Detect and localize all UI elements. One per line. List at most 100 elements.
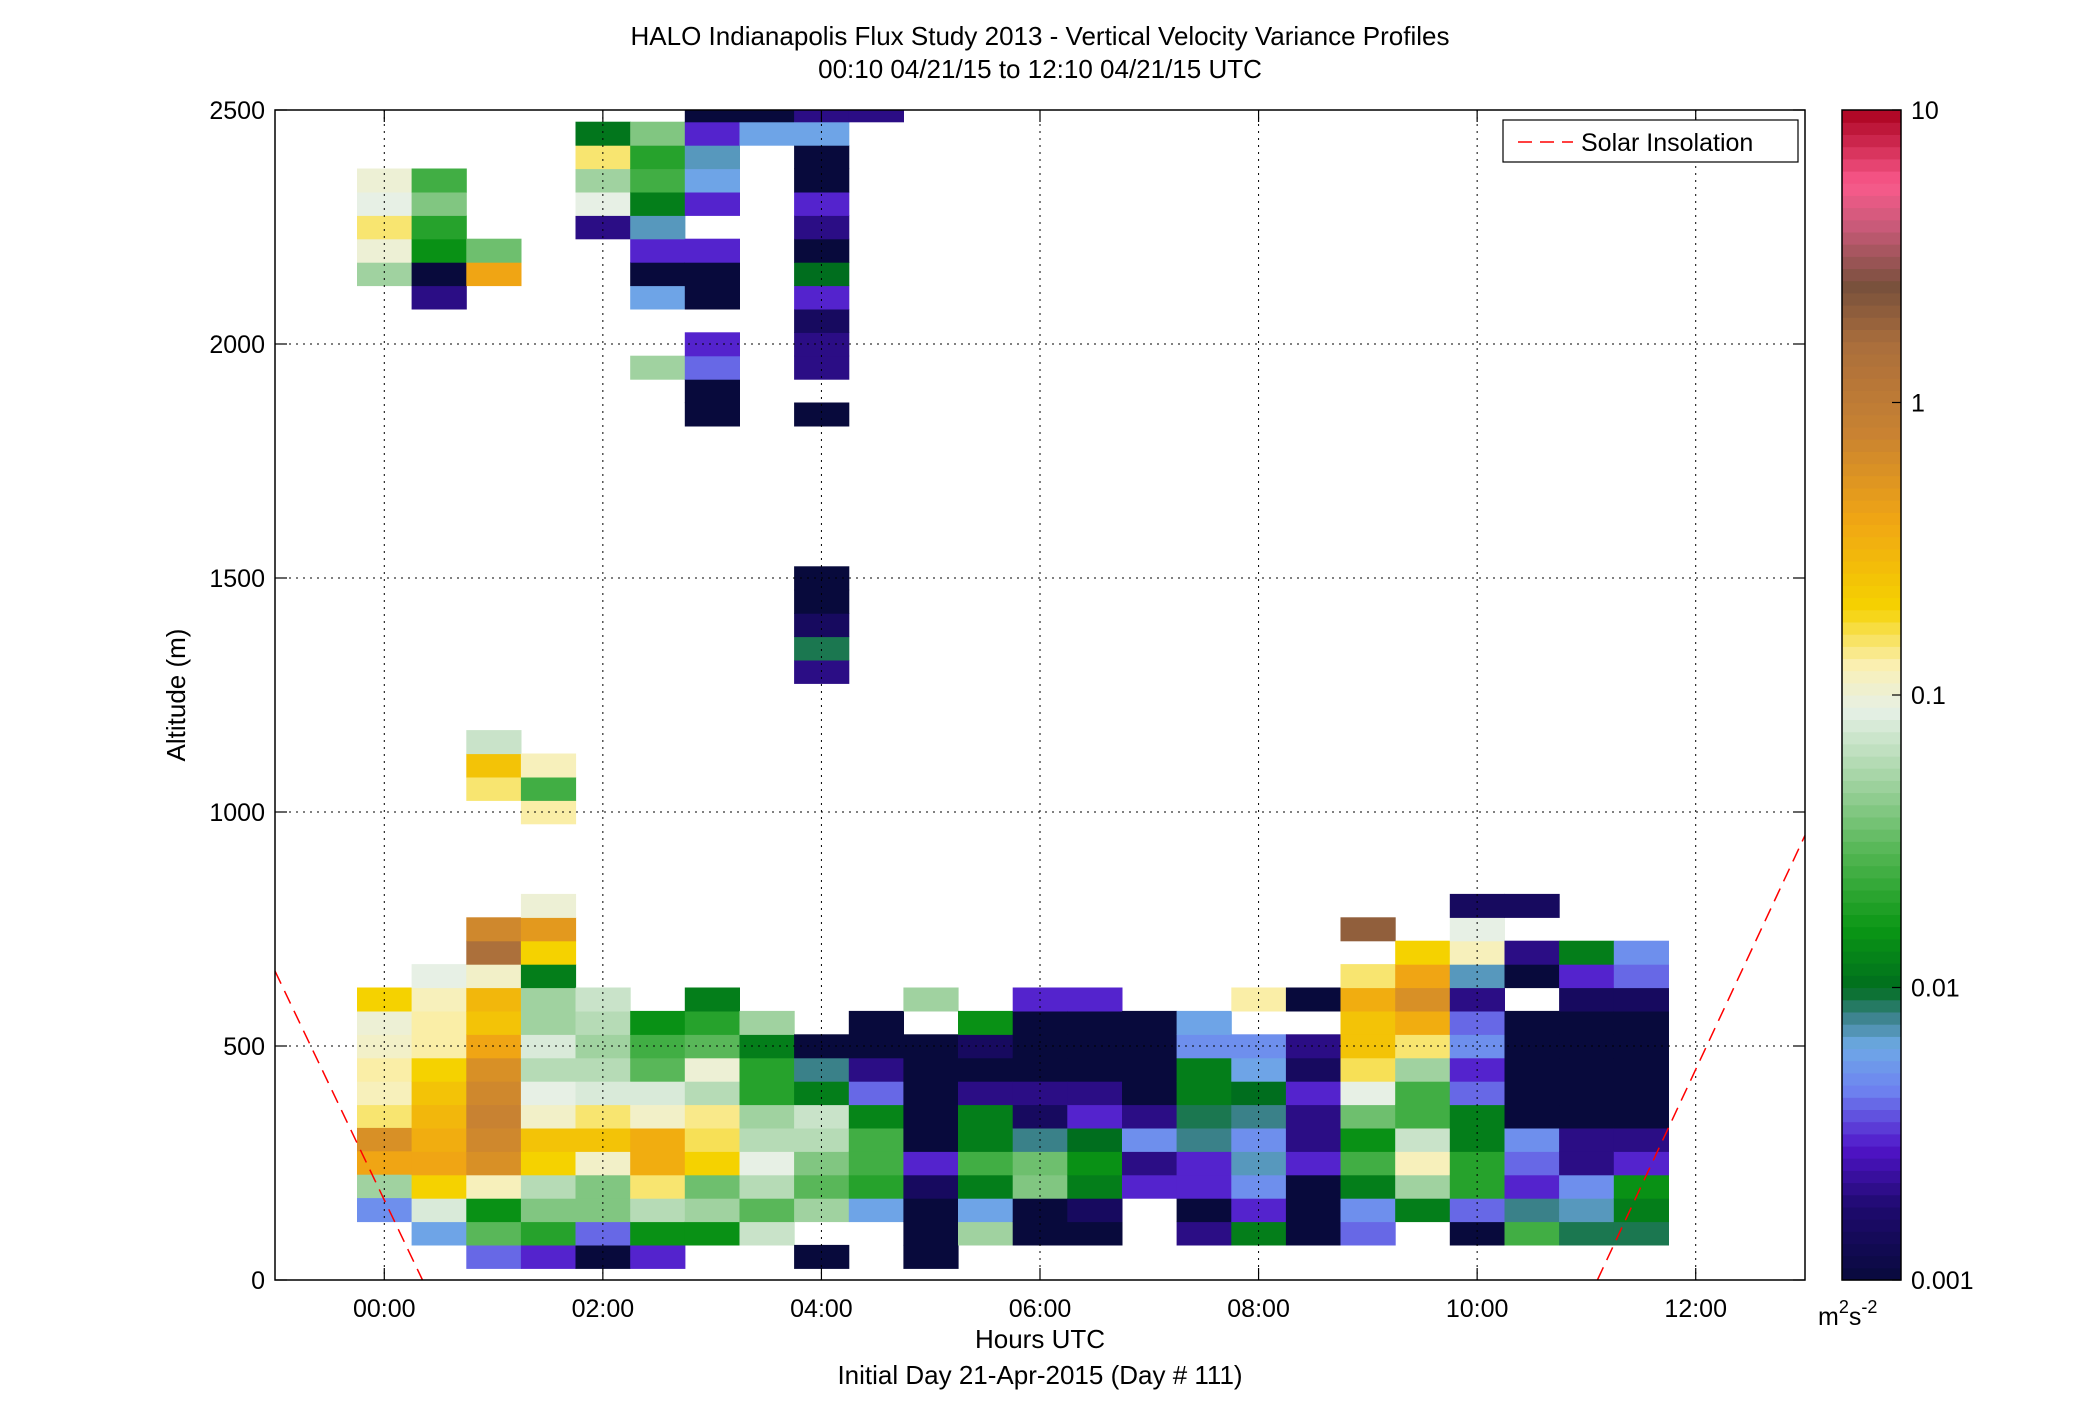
colorbar-band [1842,402,1901,416]
heatmap-cell [903,1244,959,1269]
heatmap-cell [1504,1174,1560,1199]
heatmap-cell [684,1174,740,1199]
heatmap-cell [520,940,577,965]
colorbar-band [1842,1121,1901,1135]
heatmap-cell [411,1198,467,1223]
heatmap-cell [848,1010,904,1035]
heatmap-cell [466,776,522,801]
heatmap-cell [1559,1151,1615,1176]
colorbar-band [1842,426,1901,440]
heatmap-cell [1340,1081,1396,1106]
colorbar-band [1842,1170,1901,1184]
colorbar-band [1842,463,1901,477]
heatmap-cell [1122,1174,1178,1199]
heatmap-cell [684,145,740,170]
heatmap-cell [684,1057,740,1082]
heatmap-cell [466,1081,522,1106]
heatmap-cell [848,1174,904,1199]
heatmap-cell [1449,1174,1505,1199]
heatmap-cell [1340,964,1396,989]
heatmap-cell [1395,1081,1451,1106]
colorbar-band [1842,1109,1901,1123]
heatmap-cell [848,1081,904,1106]
colorbar-band [1842,829,1901,842]
colorbar-band [1842,609,1901,623]
heatmap-cell [466,917,522,942]
heatmap-cell [1504,1127,1560,1152]
heatmap-cell [684,1198,740,1223]
colorbar-band [1842,926,1901,940]
heatmap-cell [1449,1104,1505,1129]
colorbar-gradient [1842,110,1901,1281]
colorbar-band [1842,1060,1901,1074]
heatmap-cell [794,402,850,427]
y-tick-label: 2000 [209,331,265,359]
heatmap-cell [1285,1174,1342,1199]
heatmap-cell [1504,1221,1560,1246]
colorbar-units-base: m [1818,1303,1839,1331]
heatmap-cell [1012,1104,1068,1129]
heatmap-cell [1559,1174,1615,1199]
heatmap-cell [520,1127,577,1152]
colorbar-band [1842,353,1901,367]
heatmap-cell [684,1104,740,1129]
colorbar-band [1842,634,1901,647]
solar-insolation-line [1596,835,1806,1281]
colorbar-band [1842,451,1901,465]
colorbar-band [1842,317,1901,330]
heatmap-cell [520,1057,577,1082]
heatmap-cell [1285,1221,1342,1246]
heatmap-cell [1613,964,1669,989]
heatmap-cell [1285,1057,1342,1082]
colorbar-band [1842,1036,1901,1050]
heatmap-cell [1395,1174,1451,1199]
x-axis-label: Hours UTC [975,1324,1105,1354]
heatmap-cell [1067,1198,1123,1223]
heatmap-cell [739,1034,795,1059]
heatmap-cell [630,145,686,170]
heatmap-cell [684,402,740,427]
heatmap-cell [520,1198,577,1223]
heatmap-cell [1613,1198,1669,1223]
colorbar-band [1842,183,1901,196]
colorbar-units-label: m2s-2 [1818,1297,1877,1331]
heatmap-cell [1613,1151,1669,1176]
heatmap-cell [1449,1221,1505,1246]
heatmap-cell [794,1244,850,1269]
heatmap-cell [739,1151,795,1176]
x-tick-label: 04:00 [790,1295,853,1323]
x-tick-label: 08:00 [1227,1295,1290,1323]
heatmap-cell [1012,1151,1068,1176]
heatmap-cell [684,987,740,1012]
heatmap-cell [1395,1151,1451,1176]
colorbar-band [1842,256,1901,270]
colorbar-band [1842,731,1901,745]
heatmap-cell [466,964,522,989]
heatmap-cell [739,1081,795,1106]
heatmap-cell [903,1151,959,1176]
heatmap-cell [411,238,467,263]
colorbar-band [1842,975,1901,989]
heatmap-cell [1395,1010,1451,1035]
heatmap-cell [1122,1081,1178,1106]
colorbar-band [1842,670,1901,684]
heatmap-cell [1067,1221,1123,1246]
heatmap-cell [1449,1081,1505,1106]
heatmap-cell [1176,1057,1232,1082]
heatmap-cell [1613,1127,1669,1152]
y-tick-label: 500 [223,1033,265,1061]
heatmap-cell [958,1174,1014,1199]
heatmap-cell [411,262,467,287]
heatmap-cell [794,145,850,170]
heatmap-cell [575,215,631,240]
heatmap-cell [1122,1151,1178,1176]
colorbar-band [1842,378,1901,391]
heatmap-cell [630,1081,686,1106]
heatmap-cell [466,940,522,965]
colorbar-band [1842,244,1901,257]
heatmap-cell [575,1174,631,1199]
heatmap-cell [1559,964,1615,989]
x-axis-label-secondary: Initial Day 21-Apr-2015 (Day # 111) [837,1360,1242,1390]
colorbar-band [1842,768,1901,781]
heatmap-cell [1231,1034,1287,1059]
